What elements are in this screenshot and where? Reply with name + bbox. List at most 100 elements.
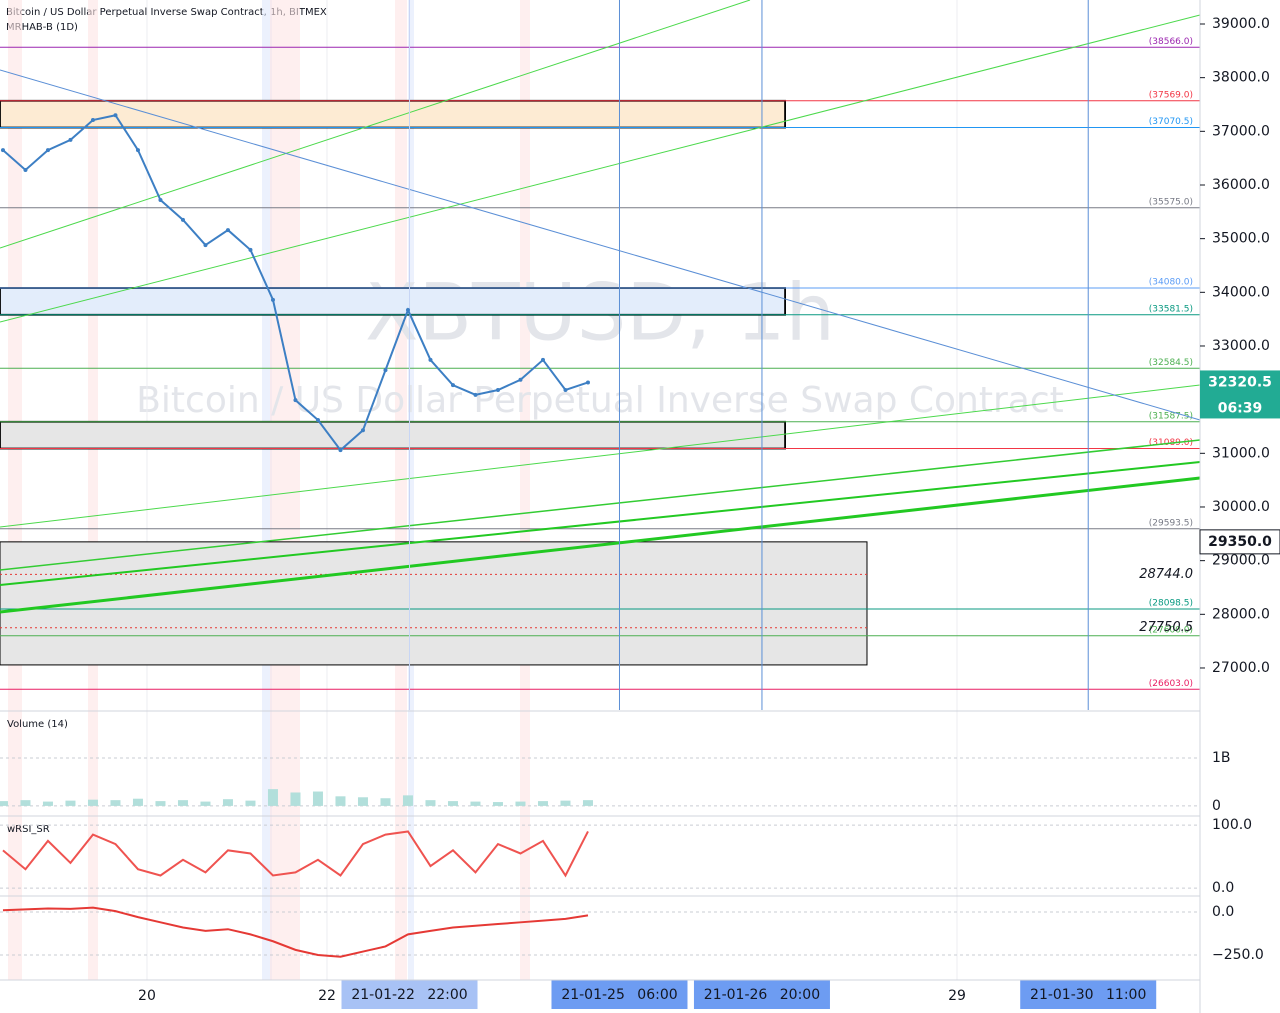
volume-bar [87,799,98,806]
trend-line [0,0,751,249]
volume-bar [357,797,368,806]
volume-bar [447,801,458,806]
session-stripe [88,0,98,980]
price-point [428,357,433,362]
time-tag-label: 21-01-25 06:00 [561,987,677,1003]
session-stripe [520,0,530,980]
price-point [23,167,28,172]
price-point [495,387,500,392]
trend-line [0,14,1201,323]
pane-tick-label: −250.0 [1212,947,1264,963]
pane-tick-label: 0 [1212,798,1221,814]
volume-bar [20,800,31,806]
price-point [293,398,298,403]
volume-bar [290,792,301,806]
price-point [518,377,523,382]
price-tag-label: 29350.0 [1208,534,1272,550]
session-stripe [408,0,414,980]
price-tag [1200,370,1280,419]
volume-bar [0,801,8,806]
indicator-line [2,906,589,958]
price-point [405,308,410,313]
session-stripe [270,0,300,980]
session-stripe [8,0,22,980]
volume-bar [335,796,346,806]
time-tag-label: 21-01-30 11:00 [1030,987,1146,1003]
volume-bar [515,801,526,806]
y-tick-label: 39000.0 [1212,16,1270,32]
price-point [225,228,230,233]
price-point [248,247,253,252]
trend-line [0,439,1201,571]
level-label: (35575.0) [1149,197,1193,207]
level-label: (29593.5) [1149,518,1193,528]
trend-line [0,69,1201,421]
price-point [135,148,140,153]
y-tick-label: 37000.0 [1212,123,1270,139]
price-point [563,387,568,392]
price-point [90,118,95,123]
time-tag [551,980,688,1009]
time-tag [693,980,830,1009]
level-label: (34080.0) [1149,278,1193,288]
trend-line [0,476,1201,614]
price-point [383,368,388,373]
time-tag [1020,980,1157,1009]
level-label: (32584.5) [1149,358,1193,368]
volume-bar [65,800,76,806]
pane-tick-label: 0.0 [1212,880,1234,896]
volume-bar [582,800,593,806]
price-point [270,297,275,302]
volume-bar [537,801,548,806]
price-point [360,428,365,433]
chart-title: Bitcoin / US Dollar Perpetual Inverse Sw… [6,7,327,18]
volume-bar [402,795,413,806]
price-point [338,448,343,453]
y-tick-label: 38000.0 [1212,70,1270,86]
level-label: (33581.5) [1149,304,1193,314]
indicator-name: MRHAB-B (1D) [6,22,78,33]
zone-box [0,541,868,666]
dotted-level-label: 28744.0 [1139,567,1193,582]
x-tick-label: 29 [948,988,966,1004]
pane-tick-label: 1B [1212,750,1231,766]
price-point [180,217,185,222]
x-tick-label: 20 [138,988,156,1004]
y-tick-label: 35000.0 [1212,231,1270,247]
volume-bar [560,800,571,806]
volume-bar [245,800,256,806]
price-point [68,137,73,142]
price-point [585,380,590,385]
time-tag-label: 21-01-26 20:00 [704,987,820,1003]
volume-bar [110,800,121,806]
volume-bar [492,802,503,806]
volume-bar [200,801,211,806]
countdown: 06:39 [1218,400,1263,416]
volume-bar [312,791,323,806]
volume-bar [222,799,233,806]
zone-box [0,420,786,450]
level-label: (31587.5) [1149,411,1193,421]
volume-bar [470,801,481,806]
level-label: (37569.0) [1149,90,1193,100]
time-tag [341,980,478,1009]
y-tick-label: 29000.0 [1212,553,1270,569]
session-stripe [262,0,272,980]
price-point [540,357,545,362]
volume-bar [267,789,278,806]
trend-line [0,384,1201,528]
volume-bar [155,801,166,806]
price-axis [1200,0,1280,1013]
volume-bar [42,801,53,806]
volume-bar [425,800,436,806]
volume-bar [132,798,143,806]
pane-tick-label: 0.0 [1212,904,1234,920]
y-tick-label: 36000.0 [1212,177,1270,193]
y-tick-label: 31000.0 [1212,445,1270,461]
time-tag-label: 21-01-22 22:00 [351,987,467,1003]
price-point [0,148,5,153]
y-tick-label: 28000.0 [1212,606,1270,622]
x-tick-label: 22 [318,988,336,1004]
price-point [450,383,455,388]
